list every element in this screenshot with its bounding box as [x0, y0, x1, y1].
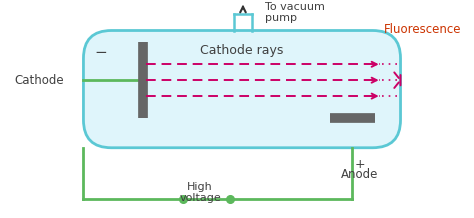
- Text: −: −: [94, 45, 107, 60]
- FancyBboxPatch shape: [83, 31, 401, 148]
- Text: High
voltage: High voltage: [179, 182, 221, 203]
- Text: Cathode rays: Cathode rays: [201, 44, 283, 57]
- Text: Cathode: Cathode: [15, 74, 64, 87]
- Text: Fluorescence: Fluorescence: [384, 22, 461, 36]
- Text: To vacuum
pump: To vacuum pump: [265, 2, 325, 23]
- Text: Anode: Anode: [341, 168, 378, 181]
- Text: +: +: [355, 158, 365, 171]
